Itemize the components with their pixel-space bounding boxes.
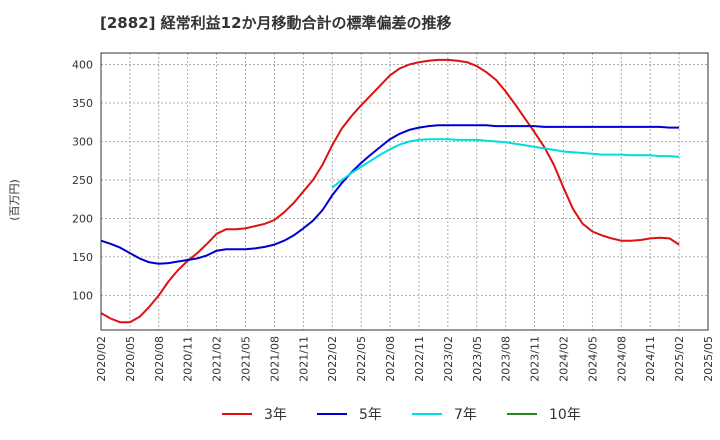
y-tick-label: 150 xyxy=(72,251,93,264)
series-lines xyxy=(100,58,680,324)
x-tick-label: 2023/05 xyxy=(471,336,484,382)
x-tick-labels: 2020/02 2020/05 2020/08 2020/11 2021/02 2021/… xyxy=(95,336,715,382)
legend-label-1: 5年 xyxy=(359,407,382,423)
x-tick-label: 2024/02 xyxy=(557,336,570,382)
legend: 3年 5年 7年 10年 xyxy=(222,407,581,423)
x-tick-label: 2024/11 xyxy=(644,336,657,382)
y-tick-label: 300 xyxy=(72,135,93,148)
x-tick-label: 2021/08 xyxy=(268,336,281,382)
x-tick-label: 2022/08 xyxy=(384,336,397,382)
grid xyxy=(100,53,709,330)
y-tick-label: 400 xyxy=(72,59,93,72)
x-tick-label: 2023/11 xyxy=(529,336,542,382)
x-tick-label: 2022/11 xyxy=(413,336,426,382)
y-tick-label: 350 xyxy=(72,97,93,110)
x-tick-label: 2024/05 xyxy=(586,336,599,382)
x-tick-label: 2022/02 xyxy=(326,336,339,382)
x-tick-label: 2020/11 xyxy=(182,336,195,382)
series-line-2 xyxy=(331,138,680,189)
x-tick-label: 2022/05 xyxy=(355,336,368,382)
y-tick-label: 100 xyxy=(72,289,93,302)
x-tick-label: 2021/02 xyxy=(211,336,224,382)
chart-title: [2882] 経常利益12か月移動合計の標準偏差の推移 xyxy=(100,14,452,32)
x-tick-label: 2021/05 xyxy=(240,336,253,382)
x-tick-label: 2025/05 xyxy=(702,336,715,382)
x-tick-label: 2023/08 xyxy=(500,336,513,382)
x-tick-label: 2020/05 xyxy=(124,336,137,382)
series-line-1 xyxy=(100,124,680,265)
legend-label-3: 10年 xyxy=(549,407,581,423)
x-tick-label: 2025/02 xyxy=(673,336,686,382)
legend-label-2: 7年 xyxy=(454,407,477,423)
x-tick-label: 2020/08 xyxy=(153,336,166,382)
y-tick-label: 200 xyxy=(72,212,93,225)
y-axis-label: (百万円) xyxy=(8,179,21,221)
x-tick-label: 2024/08 xyxy=(615,336,628,382)
y-tick-label: 250 xyxy=(72,174,93,187)
x-tick-label: 2023/02 xyxy=(442,336,455,382)
plot-frame xyxy=(100,52,709,331)
y-tick-labels: 100 150 200 250 300 350 400 xyxy=(72,59,93,303)
x-tick-label: 2021/11 xyxy=(297,336,310,382)
series-line-0 xyxy=(100,58,680,324)
legend-label-0: 3年 xyxy=(264,407,287,423)
x-tick-label: 2020/02 xyxy=(95,336,108,382)
